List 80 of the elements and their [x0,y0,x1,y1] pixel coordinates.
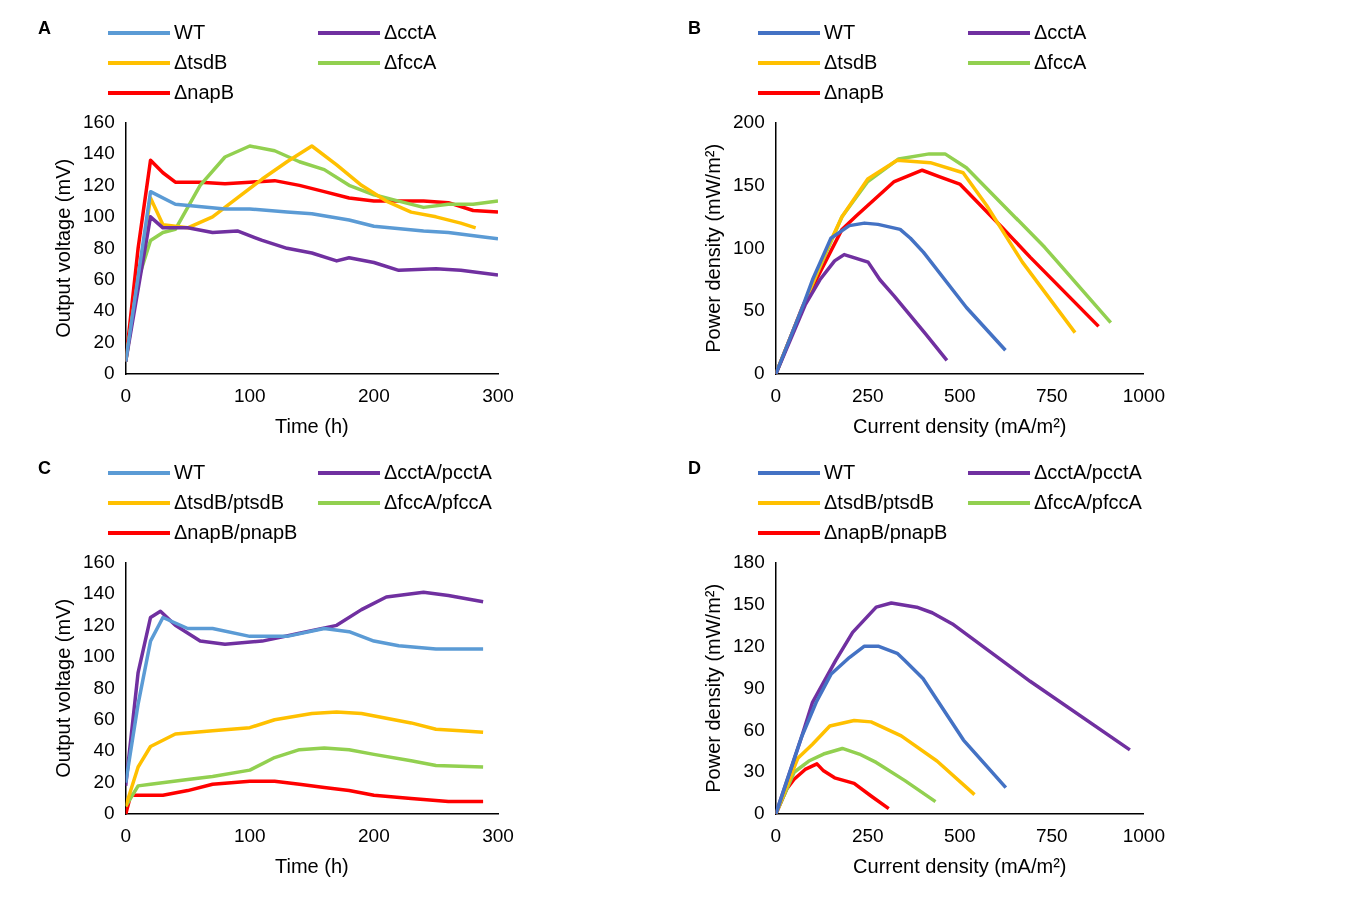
y-tick-label: 140 [83,582,115,604]
y-tick-label: 200 [733,110,765,132]
chart-title: D [688,458,701,479]
chart-title: C [38,458,51,479]
legend-label: ΔcctA [384,21,437,44]
y-tick-label: 40 [93,739,115,761]
y-axis-title: Output voltage (mV) [51,158,74,338]
y-tick-label: 80 [93,676,115,698]
x-tick-label: 750 [1035,384,1068,406]
legend-label: ΔcctA [1034,21,1087,44]
legend-label: ΔtsdB/ptsdB [824,491,935,514]
legend-label: WT [174,461,206,484]
legend-label: ΔnapB [824,81,885,104]
y-tick-label: 20 [93,770,115,792]
x-axis-title: Time (h) [275,854,349,877]
x-tick-label: 1000 [1122,384,1166,406]
x-tick-label: 200 [358,824,390,846]
y-tick-label: 50 [743,299,765,321]
x-axis-title: Time (h) [275,414,349,437]
legend-label: ΔfccA [1034,51,1087,74]
x-tick-label: 200 [358,384,390,406]
y-axis-title: Output voltage (mV) [51,598,74,778]
legend-label: ΔnapB [174,81,235,104]
chart-title: A [38,18,51,39]
x-tick-label: 300 [482,384,514,406]
legend-label: ΔtsdB [824,51,878,74]
y-tick-label: 160 [83,110,115,132]
y-tick-label: 140 [83,142,115,164]
legend-label: ΔnapB/pnapB [174,521,298,544]
y-tick-label: 120 [83,173,115,195]
legend-label: ΔcctA/pcctA [1034,461,1142,484]
chart-title: B [688,18,701,39]
legend-label: ΔtsdB [174,51,228,74]
y-tick-label: 180 [733,550,765,572]
x-tick-label: 100 [233,384,266,406]
legend-label: ΔnapB/pnapB [824,521,948,544]
y-tick-label: 100 [83,645,115,667]
x-tick-label: 500 [943,824,976,846]
y-tick-label: 100 [83,205,115,227]
y-tick-label: 60 [93,708,115,730]
x-tick-label: 250 [851,384,884,406]
legend-label: WT [824,461,856,484]
x-tick-label: 0 [770,824,781,846]
x-tick-label: 0 [770,384,781,406]
x-tick-label: 0 [120,384,131,406]
legend-label: ΔfccA/pfccA [384,491,492,514]
x-axis-title: Current density (mA/m²) [853,854,1067,877]
legend-label: WT [824,21,856,44]
y-tick-label: 120 [733,634,765,656]
y-axis-title: Power density (mW/m²) [701,583,724,793]
legend-label: ΔtsdB/ptsdB [174,491,285,514]
y-tick-label: 90 [743,676,765,698]
legend-label: ΔcctA/pcctA [384,461,492,484]
y-tick-label: 0 [754,362,765,384]
y-tick-label: 60 [743,718,765,740]
y-tick-label: 150 [733,592,765,614]
x-tick-label: 750 [1035,824,1068,846]
y-tick-label: 100 [733,236,765,258]
x-tick-label: 250 [851,824,884,846]
y-tick-label: 80 [93,236,115,258]
x-tick-label: 0 [120,824,131,846]
x-axis-title: Current density (mA/m²) [853,414,1067,437]
y-tick-label: 160 [83,550,115,572]
legend-label: ΔfccA/pfccA [1034,491,1142,514]
y-axis-title: Power density (mW/m²) [701,143,724,353]
y-tick-label: 30 [743,760,765,782]
y-tick-label: 40 [93,299,115,321]
y-tick-label: 0 [104,802,115,824]
x-tick-label: 300 [482,824,514,846]
x-tick-label: 500 [943,384,976,406]
y-tick-label: 60 [93,268,115,290]
x-tick-label: 100 [233,824,266,846]
y-tick-label: 0 [754,802,765,824]
y-tick-label: 20 [93,330,115,352]
x-tick-label: 1000 [1122,824,1166,846]
y-tick-label: 0 [104,362,115,384]
y-tick-label: 150 [733,173,765,195]
legend-label: WT [174,21,206,44]
y-tick-label: 120 [83,613,115,635]
legend-label: ΔfccA [384,51,437,74]
